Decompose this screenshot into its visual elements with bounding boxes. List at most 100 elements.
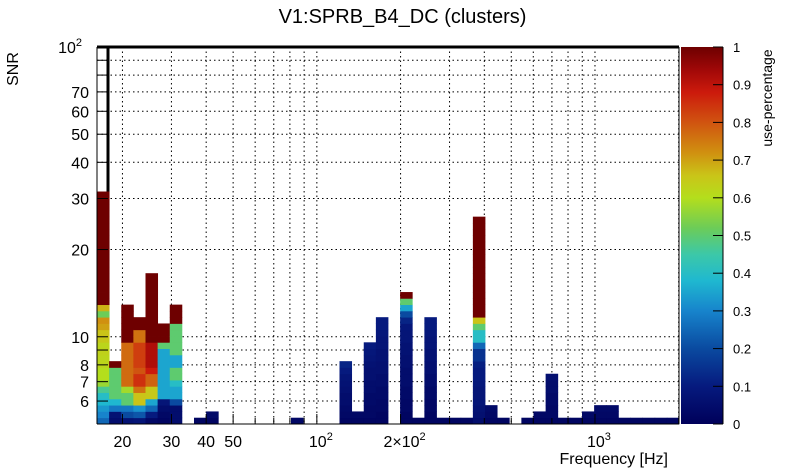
heatmap-cell [424,417,437,425]
heatmap-cell [375,317,389,324]
heatmap-cell [400,310,413,318]
heatmap-cell [424,392,437,400]
heatmap-cell [448,417,462,425]
heatmap-cell [145,392,159,400]
heatmap-cell [424,373,437,381]
heatmap-cell [545,380,559,387]
heatmap-cell [157,342,171,349]
heatmap-cell [169,417,183,425]
colorbar-tick-label: 0.6 [733,191,751,206]
heatmap-cell [375,417,389,425]
heatmap-cell [375,336,389,343]
heatmap-cell [400,361,413,368]
x-tick-label: 30 [163,434,181,451]
heatmap-cell [472,417,486,425]
heatmap-cell [424,323,437,331]
heatmap-cell [157,417,171,425]
heatmap-cell [618,417,631,425]
heatmap-cell [472,317,486,324]
heatmap-cell [400,317,413,324]
heatmap-cell [169,342,183,349]
heatmap-cell [339,373,353,381]
heatmap-cell [97,323,110,331]
heatmap-cell [157,348,171,356]
colorbar-tick-label: 0.4 [733,266,751,281]
heatmap-cell [97,204,110,211]
heatmap-cell [582,417,595,425]
heatmap-cell [424,405,437,412]
heatmap-cell [339,405,353,412]
heatmap-cell [339,361,353,368]
heatmap-cell [97,329,110,337]
heatmap-cell [363,367,377,375]
heatmap-cell [157,392,171,400]
y-tick-label: 50 [71,127,89,144]
heatmap-cell [121,398,134,406]
heatmap-cell [145,329,159,337]
heatmap-cell [97,222,110,230]
heatmap-cell [133,367,146,375]
x-tick-label: 2×102 [383,431,425,451]
y-tick-label: 60 [71,104,89,121]
heatmap-cell [363,380,377,387]
heatmap-cell [97,273,110,280]
heatmap-cell [375,380,389,387]
heatmap-cell [97,210,110,218]
heatmap-cell [97,229,110,236]
heatmap-cell [472,329,486,337]
heatmap-cell [472,373,486,381]
heatmap-cell [157,398,171,406]
x-tick-label: 50 [224,434,242,451]
heatmap-cell [363,398,377,406]
heatmap-cell [97,411,110,419]
heatmap-cell [121,361,134,368]
y-tick-label: 20 [71,243,89,260]
heatmap-cell [169,361,183,368]
heatmap-cell [121,417,134,425]
colorbar-tick-label: 0.7 [733,153,751,168]
heatmap-cell [472,310,486,318]
heatmap-cell [157,354,171,362]
heatmap-cell [145,354,159,362]
y-tick-label: 102 [58,37,82,57]
y-tick-label: 8 [80,358,89,375]
heatmap-cell [594,405,607,412]
heatmap-cell [157,336,171,343]
heatmap-cell [121,310,134,318]
heatmap-cell [97,367,110,375]
heatmap-cell [472,266,486,274]
heatmap-cell [133,317,146,324]
heatmap-cell [133,392,146,400]
heatmap-cell [133,411,146,419]
heatmap-cell [133,329,146,337]
y-tick-label: 30 [71,192,89,209]
heatmap-cell [363,342,377,349]
heatmap-cell [133,348,146,356]
heatmap-cell [109,373,122,381]
heatmap-cell [145,380,159,387]
heatmap-cell [424,361,437,368]
heatmap-cell [472,336,486,343]
heatmap-cell [121,336,134,343]
heatmap-cell [582,411,595,419]
heatmap-cell [375,342,389,349]
heatmap-cell [157,380,171,387]
heatmap-cell [97,392,110,400]
heatmap-cell [400,298,413,306]
heatmap-cell [97,386,110,393]
heatmap-cell [351,417,365,425]
heatmap-cell [472,216,486,224]
heatmap-cell [363,417,377,425]
heatmap-cell [400,342,413,349]
heatmap-cell [109,361,122,368]
heatmap-cell [109,392,122,400]
heatmap-cell [121,354,134,362]
heatmap-cell [157,323,171,331]
heatmap-cell [424,342,437,349]
heatmap-cell [400,354,413,362]
heatmap-cell [169,336,183,343]
heatmap-cell [606,411,619,419]
heatmap-cell [375,405,389,412]
heatmap-cell [145,273,159,280]
